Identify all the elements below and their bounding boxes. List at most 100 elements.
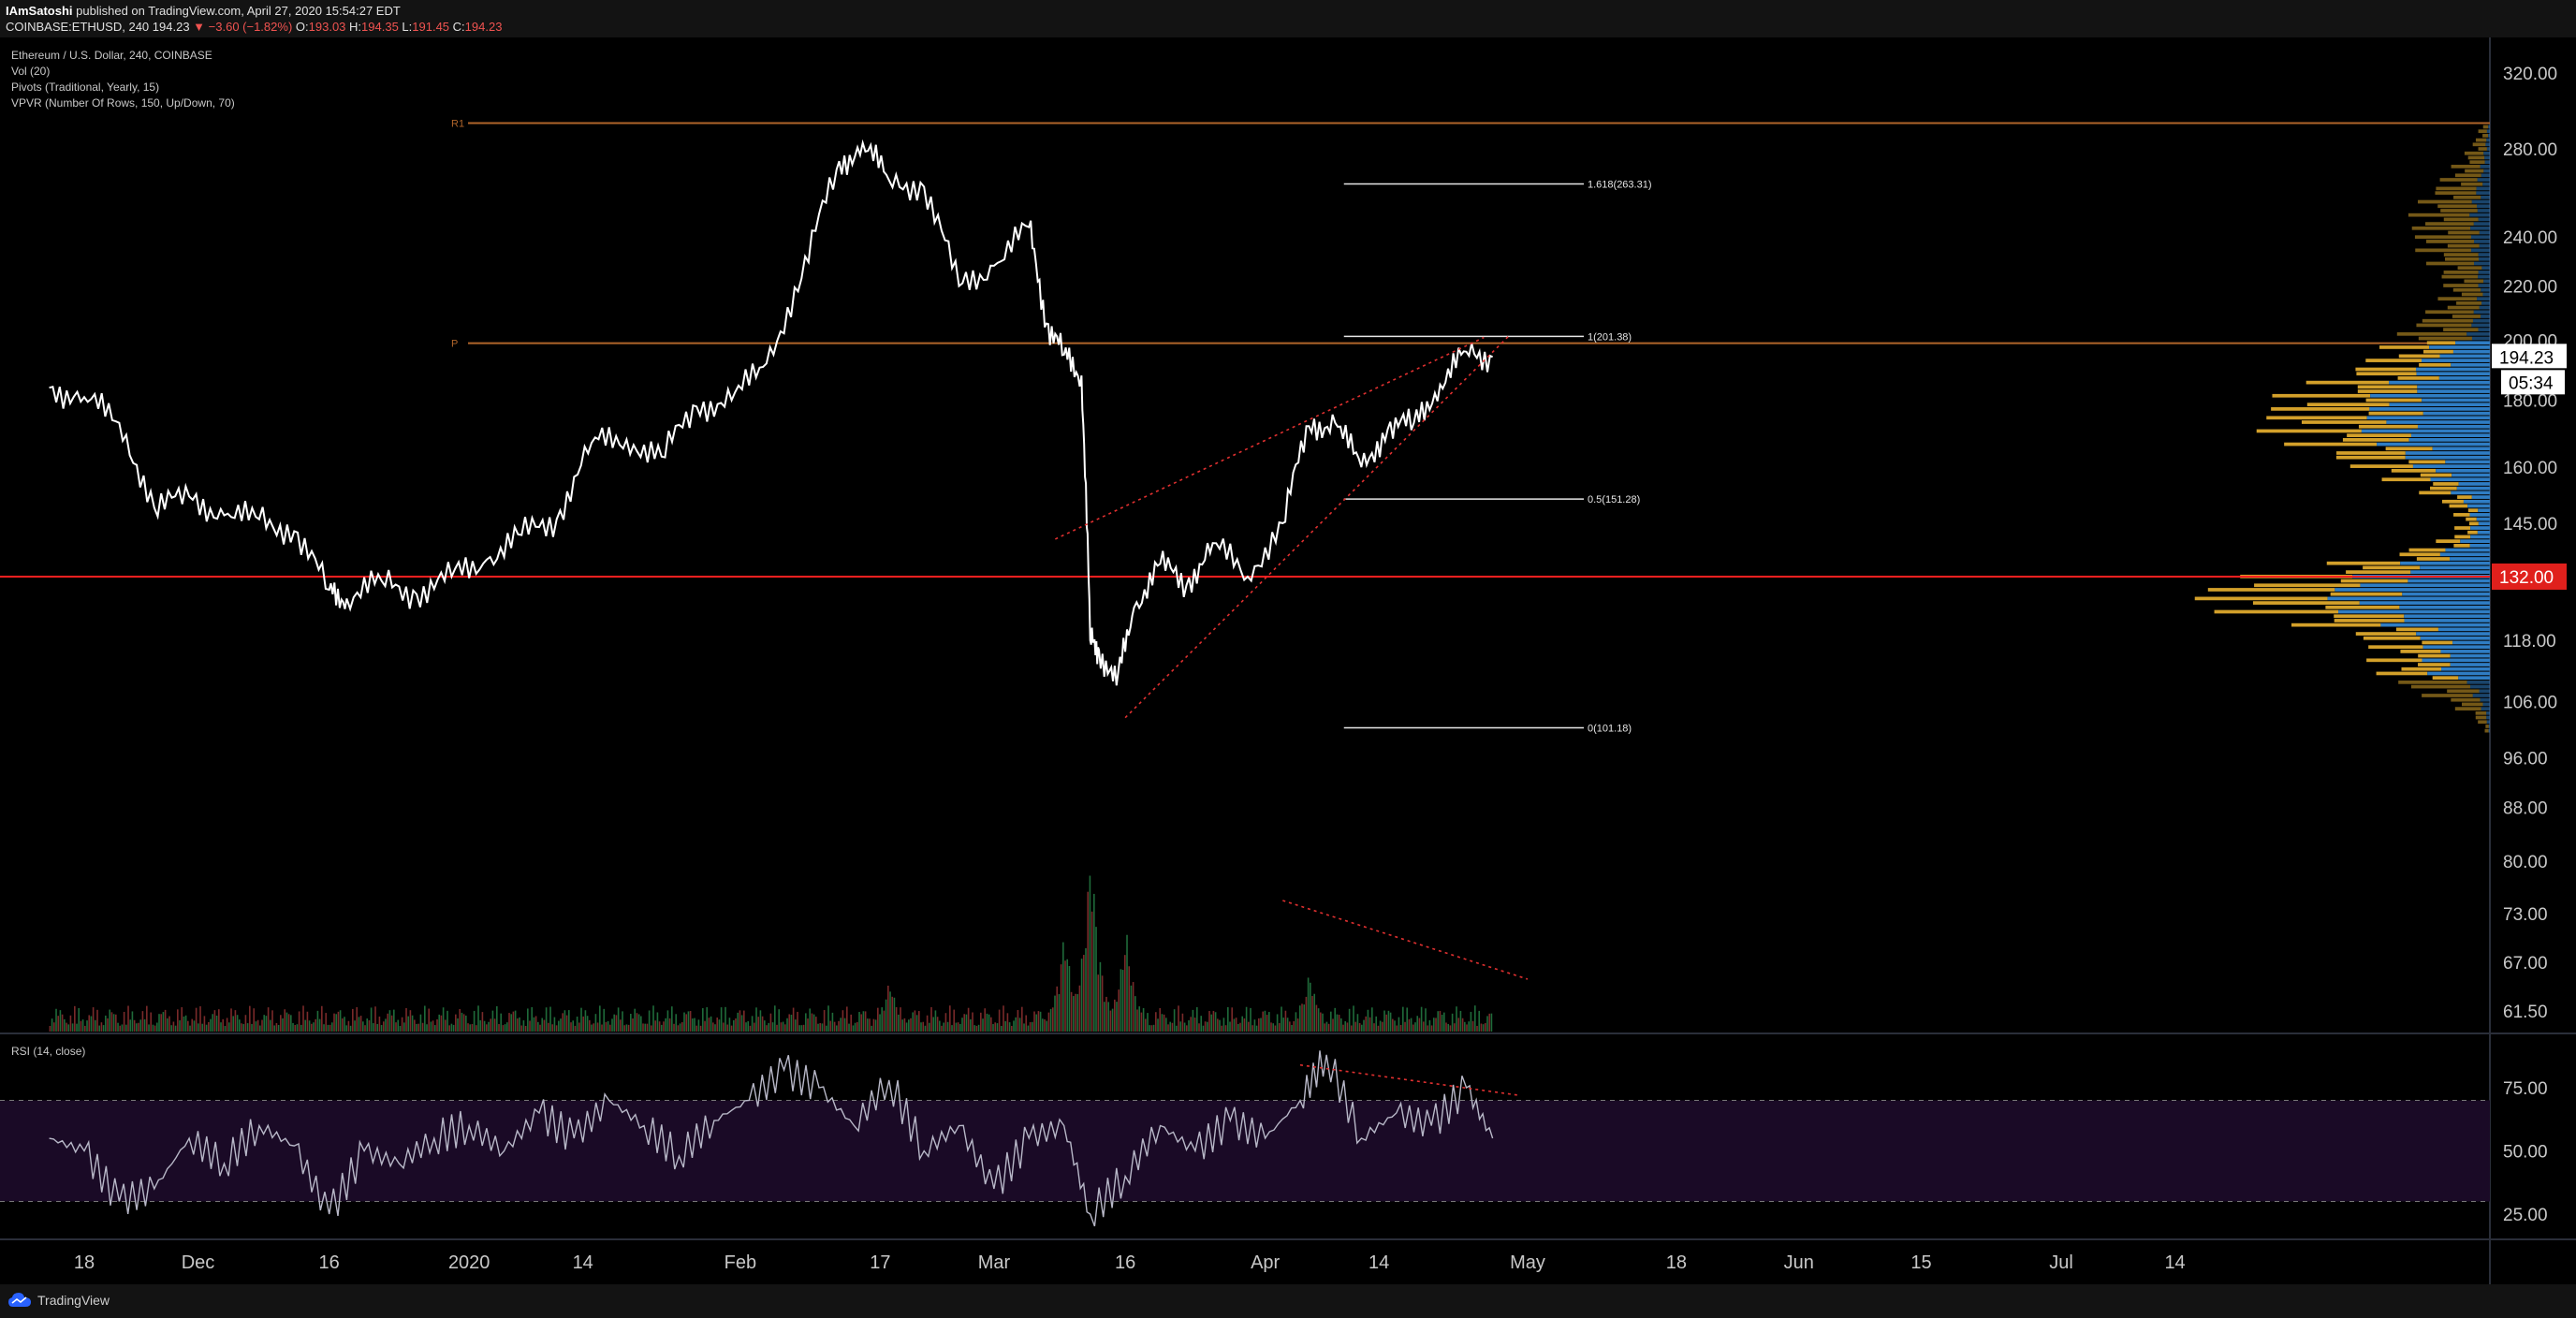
vpvr-bar-up xyxy=(2361,429,2490,433)
top-bar: IAmSatoshi published on TradingView.com,… xyxy=(0,0,2576,37)
volume-bar xyxy=(905,1022,908,1032)
volume-bar xyxy=(74,1005,76,1032)
chart-svg[interactable]: R1 P 1.618(263.31) 1(201.38) 0.5(151.28) 0(10… xyxy=(0,37,2576,1284)
volume-bar xyxy=(1260,1018,1262,1032)
volume-bar xyxy=(1342,1024,1344,1032)
volume-bar xyxy=(1109,1010,1112,1032)
vpvr-bar-up xyxy=(2458,482,2490,486)
volume-bar xyxy=(414,1019,416,1032)
volume-bar xyxy=(1027,1025,1030,1032)
vpvr-bar-up xyxy=(2452,473,2490,477)
vpvr-bar-up xyxy=(2477,297,2490,301)
vpvr-bar-up xyxy=(2450,663,2490,666)
vpvr-bar-down xyxy=(2398,681,2467,684)
volume-bar xyxy=(998,1009,1001,1032)
level-badge xyxy=(2492,563,2567,590)
volume-bar xyxy=(1233,1018,1236,1032)
time-tick-11: May xyxy=(1510,1252,1545,1273)
vpvr-bar-down xyxy=(2485,725,2489,728)
volume-bar xyxy=(634,1008,637,1032)
volume-bar xyxy=(179,1019,181,1032)
author-name[interactable]: IAmSatoshi xyxy=(6,4,73,18)
volume-bar xyxy=(1428,1019,1431,1032)
volume-bar xyxy=(922,1021,925,1032)
volume-bar xyxy=(739,1010,741,1032)
vpvr-bar-up xyxy=(2471,323,2490,328)
volume-bar xyxy=(615,1015,618,1032)
low-value: 191.45 xyxy=(412,20,450,34)
vpvr-bar-up xyxy=(2483,279,2490,284)
vpvr-bar-up xyxy=(2338,609,2490,614)
volume-bar xyxy=(1150,1025,1153,1032)
volume-bar xyxy=(59,1010,62,1032)
volume-bar xyxy=(1356,1014,1359,1032)
volume-bar xyxy=(673,1023,675,1032)
volume-bar xyxy=(436,1018,438,1032)
volume-bar xyxy=(333,1013,335,1032)
volume-bar xyxy=(891,996,894,1032)
volume-bar xyxy=(714,1024,716,1032)
volume-bar xyxy=(1451,1013,1454,1032)
vpvr-bar-up xyxy=(2416,632,2490,636)
volume-bar xyxy=(656,1012,659,1032)
volume-bar xyxy=(539,1024,541,1032)
volume-bar xyxy=(364,1025,366,1032)
volume-bar xyxy=(1248,1021,1250,1032)
vpvr-bar-up xyxy=(2478,508,2490,513)
price-tick-12: 88.00 xyxy=(2503,798,2548,818)
volume-bar xyxy=(1196,1006,1198,1032)
volume-bar xyxy=(1433,1018,1435,1032)
volume-bar xyxy=(986,1013,988,1032)
volume-bar xyxy=(1118,989,1120,1032)
vpvr-bar-up xyxy=(2477,204,2490,209)
volume-bar xyxy=(1474,1005,1476,1032)
low-label: L: xyxy=(402,20,413,34)
volume-bar xyxy=(461,1012,463,1032)
legend-pivots[interactable]: Pivots (Traditional, Yearly, 15) xyxy=(11,81,160,94)
volume-bar xyxy=(860,1014,863,1032)
volume-bar xyxy=(630,1014,632,1032)
vpvr-bar-up xyxy=(2410,570,2490,574)
chart-area[interactable]: R1 P 1.618(263.31) 1(201.38) 0.5(151.28) 0(10… xyxy=(0,37,2576,1284)
legend-vpvr[interactable]: VPVR (Number Of Rows, 150, Up/Down, 70) xyxy=(11,96,235,110)
volume-bar xyxy=(514,1010,517,1032)
volume-bar xyxy=(136,1023,138,1032)
volume-bar xyxy=(213,1010,216,1032)
volume-bar xyxy=(1217,1018,1219,1032)
volume-bar xyxy=(553,1017,556,1032)
volume-bar xyxy=(125,1024,127,1032)
vpvr-bar-up xyxy=(2450,653,2490,658)
symbol: COINBASE:ETHUSD, 240 xyxy=(6,20,150,34)
volume-bar xyxy=(1383,1010,1385,1032)
volume-bar xyxy=(419,1014,422,1032)
vpvr-bar-down xyxy=(2342,437,2409,442)
tradingview-logo[interactable]: TradingView xyxy=(7,1292,110,1309)
volume-bar xyxy=(316,1010,319,1032)
volume-bar xyxy=(879,1014,881,1032)
volume-bar xyxy=(745,1022,747,1032)
vpvr-bar-up xyxy=(2408,437,2490,442)
volume-bar xyxy=(1049,1008,1052,1032)
volume-bar xyxy=(362,1021,364,1032)
vpvr-bar-down xyxy=(2214,609,2339,614)
volume-bar xyxy=(1418,1018,1421,1032)
volume-bar xyxy=(486,1024,488,1032)
volume-bar xyxy=(368,1019,371,1032)
volume-bar xyxy=(275,1022,278,1032)
vpvr-bar-up xyxy=(2452,640,2490,645)
volume-bar xyxy=(1056,986,1059,1032)
volume-bar xyxy=(1044,1018,1046,1032)
time-tick-3: 2020 xyxy=(448,1252,490,1273)
vpvr-bar-down xyxy=(2418,199,2472,204)
legend-vol[interactable]: Vol (20) xyxy=(11,65,51,78)
volume-bar xyxy=(1410,1018,1412,1032)
volume-bar xyxy=(702,1008,704,1032)
volume-bar xyxy=(675,1014,678,1032)
volume-bar xyxy=(1398,1017,1400,1032)
volume-bar xyxy=(1023,1023,1025,1032)
volume-bar xyxy=(508,1013,510,1032)
vpvr-bar-down xyxy=(2426,261,2475,266)
legend-rsi[interactable]: RSI (14, close) xyxy=(11,1045,86,1058)
vpvr-bar-up xyxy=(2479,243,2490,248)
vpvr-bar-down xyxy=(2397,376,2439,380)
